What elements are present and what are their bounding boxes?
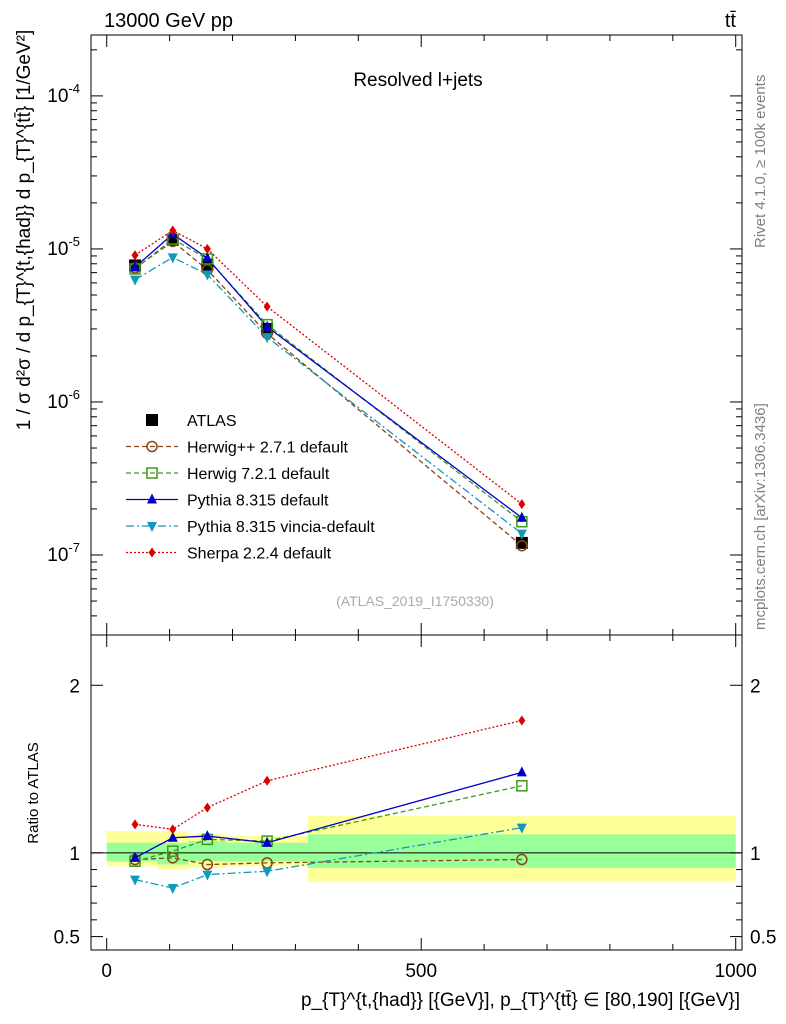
ratio-point-sherpa-2-2-4-default (203, 802, 211, 813)
legend-marker (148, 547, 156, 558)
ratio-y-axis-title: Ratio to ATLAS (25, 742, 42, 843)
ratio-point-sherpa-2-2-4-default (131, 819, 139, 830)
ratio-point-pythia-8-315-vincia-default (202, 870, 213, 881)
ratio-point-sherpa-2-2-4-default (169, 824, 177, 835)
ratio-stat-band (226, 842, 308, 862)
ratio-point-pythia-8-315-default (262, 836, 273, 847)
legend-label: Sherpa 2.2.4 default (187, 546, 332, 563)
main-point-pythia-8-315-vincia-default (262, 333, 273, 344)
ratio-point-pythia-8-315-default (130, 851, 141, 862)
legend-label: Herwig 7.2.1 default (187, 466, 330, 483)
ratio-point-sherpa-2-2-4-default (518, 715, 526, 726)
x-tick-label: 0 (101, 961, 112, 982)
main-point-sherpa-2-2-4-default (263, 301, 271, 312)
header-process: tt̄ (725, 10, 737, 32)
plot-title: Resolved l+jets (353, 70, 482, 91)
ratio-y-tick-label: 0.5 (54, 928, 80, 949)
ratio-y-tick-label-right: 1 (750, 844, 761, 865)
main-point-pythia-8-315-vincia-default (202, 270, 213, 281)
ratio-stat-band (106, 842, 158, 862)
ratio-line-herwig-2-7-1-default (135, 857, 522, 866)
main-y-tick-label: 10-5 (47, 234, 80, 260)
main-point-sherpa-2-2-4-default (169, 225, 177, 236)
main-point-atlas (515, 536, 528, 549)
x-axis-title: p_{T}^{t,{had}} [{GeV}], p_{T}^{tt̄} ∈ [… (301, 990, 740, 1011)
ratio-point-herwig-2-7-1-default (167, 852, 179, 864)
legend-marker (146, 467, 158, 479)
ratio-point-pythia-8-315-vincia-default (262, 867, 273, 878)
main-series-lines (129, 225, 528, 552)
ratio-point-herwig-7-2-1-default (167, 845, 179, 857)
rivet-version-label: Rivet 4.1.0, ≥ 100k events (752, 75, 769, 248)
ratio-series-lines (129, 715, 528, 895)
main-line-sherpa-2-2-4-default (134, 229, 523, 505)
ratio-stat-band (157, 842, 189, 865)
main-point-pythia-8-315-vincia-default (167, 253, 178, 264)
main-y-tick-label: 10-4 (47, 81, 80, 107)
x-tick-label: 500 (405, 961, 437, 982)
ratio-y-tick-label-right: 2 (750, 676, 761, 697)
ratio-point-herwig-2-7-1-default (201, 858, 214, 871)
ratio-y-tick-label: 2 (69, 676, 80, 697)
ratio-point-pythia-8-315-default (167, 831, 178, 842)
ratio-stat-band (308, 834, 736, 868)
ratio-point-herwig-7-2-1-default (516, 780, 528, 792)
legend-label: ATLAS (187, 413, 237, 430)
main-point-herwig-2-7-1-default (516, 539, 528, 552)
main-point-pythia-8-315-default (202, 252, 213, 263)
ratio-uncertainty-bands (106, 815, 736, 882)
ratio-point-pythia-8-315-default (516, 766, 527, 777)
main-point-pythia-8-315-vincia-default (130, 275, 141, 286)
legend-marker (147, 522, 157, 532)
main-point-pythia-8-315-default (516, 511, 527, 522)
main-y-tick-label: 10-6 (47, 387, 80, 413)
x-tick-label: 1000 (715, 961, 757, 982)
analysis-watermark: (ATLAS_2019_I1750330) (336, 593, 494, 609)
legend-label: Pythia 8.315 vincia-default (187, 519, 375, 536)
header-energy: 13000 GeV pp (104, 10, 233, 32)
ratio-point-pythia-8-315-vincia-default (516, 823, 527, 834)
main-y-axis-title: 1 / σ d²σ / d p_{T}^{t,{had}} d p_{T}^{t… (14, 30, 35, 430)
ratio-y-tick-label-right: 0.5 (750, 928, 776, 949)
main-y-tick-label: 10-7 (47, 540, 80, 566)
main-point-sherpa-2-2-4-default (518, 499, 526, 510)
ratio-point-sherpa-2-2-4-default (263, 775, 271, 786)
ratio-point-herwig-2-7-1-default (516, 853, 528, 866)
ratio-plot-frame (90, 634, 743, 951)
ratio-point-pythia-8-315-default (202, 830, 213, 841)
legend: ATLAS Herwig++ 2.7.1 default Herwig 7.2.1 … (126, 413, 375, 563)
legend-marker (146, 414, 158, 426)
legend-label: Pythia 8.315 default (187, 493, 329, 510)
mcplots-label: mcplots.cern.ch [arXiv:1306.3436] (752, 403, 769, 630)
main-point-pythia-8-315-vincia-default (516, 529, 527, 540)
main-point-pythia-8-315-default (130, 261, 141, 272)
legend-label: Herwig++ 2.7.1 default (187, 440, 349, 457)
main-point-sherpa-2-2-4-default (131, 250, 139, 261)
axes: 10-7 10-6 10-5 10-4 0 500 1000 0.5 0.5 1 1 2 2 (47, 35, 776, 982)
ratio-stat-band (188, 841, 227, 862)
main-point-pythia-8-315-default (262, 320, 273, 331)
ratio-line-sherpa-2-2-4-default (134, 719, 523, 831)
legend-marker (147, 493, 157, 504)
main-point-sherpa-2-2-4-default (203, 243, 211, 254)
ratio-y-tick-label: 1 (69, 844, 80, 865)
ratio-point-pythia-8-315-vincia-default (167, 884, 178, 895)
ratio-point-pythia-8-315-vincia-default (130, 875, 141, 886)
legend-marker (146, 440, 158, 453)
